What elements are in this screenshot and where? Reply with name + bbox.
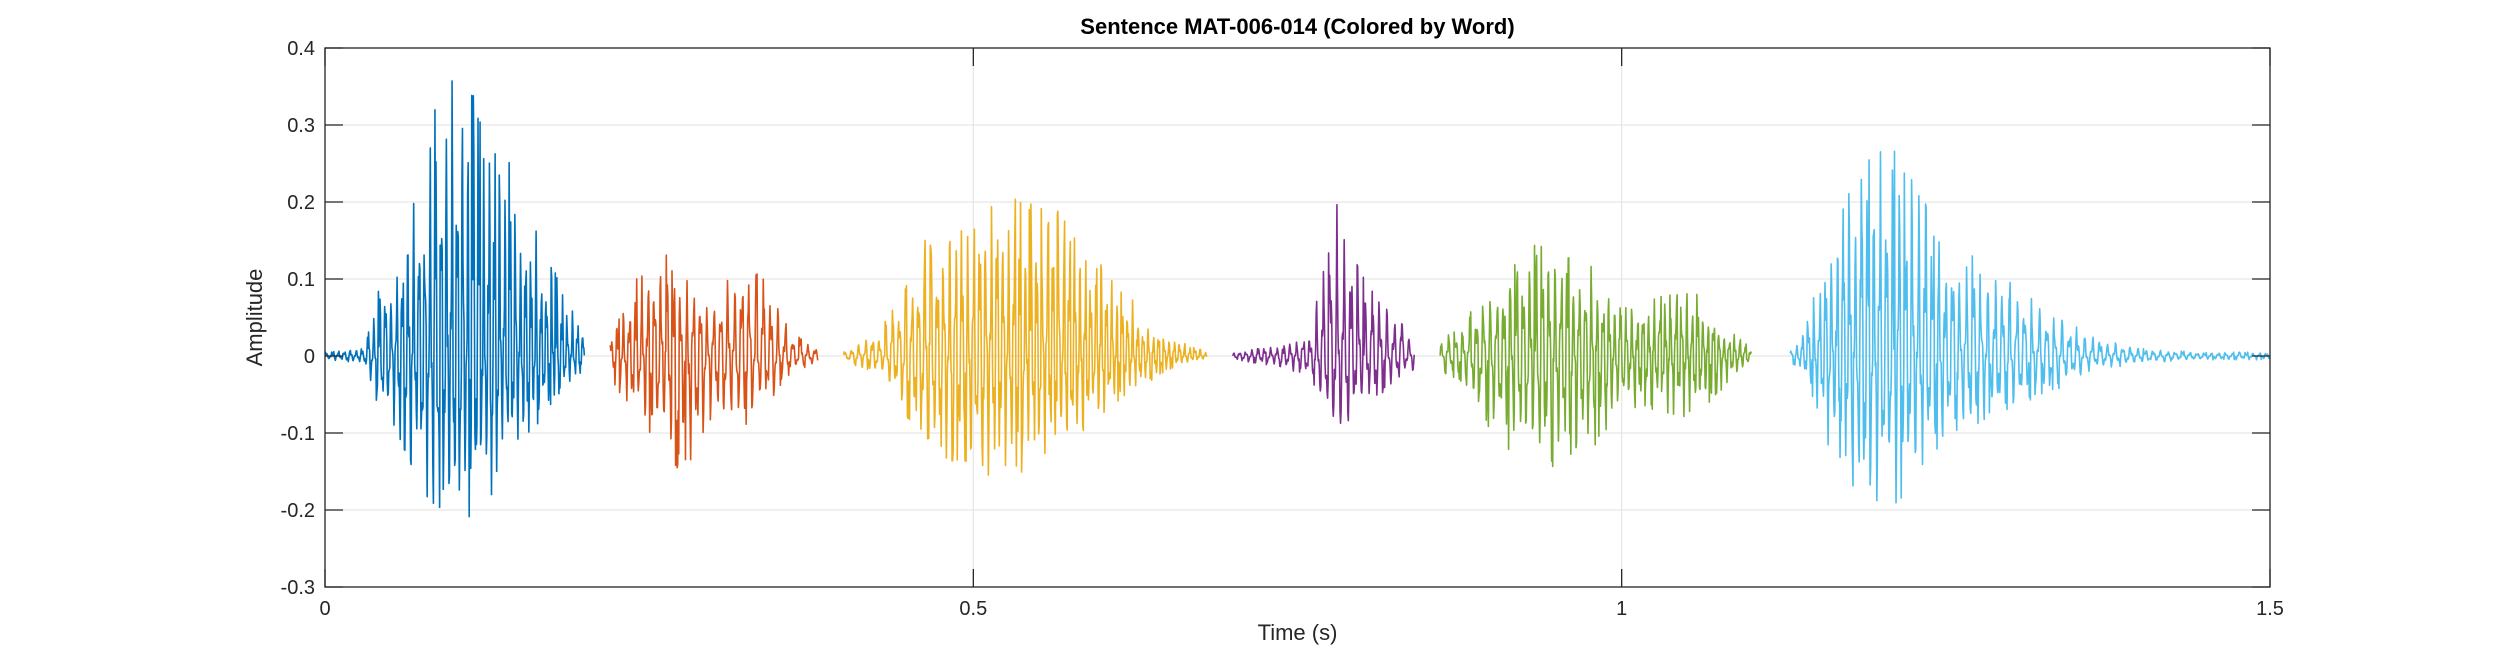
y-tick-label: 0.3 [287,115,315,137]
y-tick-label: -0.2 [281,500,315,522]
axes-box [324,47,2271,588]
waveform-word-2 [609,254,819,469]
y-tick-label: 0.2 [287,192,315,214]
waveform-series [324,80,2271,518]
axes [324,47,2271,588]
plot-area [325,48,2270,587]
waveform-word-1 [324,80,586,518]
y-tick-label: 0.1 [287,269,315,291]
tick-labels: 0 0.5 1 1.5 -0.3 -0.2 -0.1 0 0.1 0.2 0.3 0.4 [281,38,2284,620]
x-tick-label: 0 [319,598,330,620]
x-tick-label: 1.5 [2256,598,2284,620]
waveform-word-6 [1789,150,2271,504]
x-axis-label: Time (s) [1258,620,1338,645]
x-tick-label: 0.5 [959,598,987,620]
y-tick-label: 0 [304,346,315,368]
waveform-word-5 [1439,244,1753,468]
chart-title: Sentence MAT-006-014 (Colored by Word) [1080,14,1514,39]
y-tick-label: -0.1 [281,423,315,445]
waveform-word-3 [842,198,1208,476]
y-tick-label: -0.3 [281,577,315,599]
y-tick-label: 0.4 [287,38,315,60]
y-axis-label: Amplitude [242,269,267,367]
waveform-word-4 [1231,203,1415,425]
x-tick-label: 1 [1616,598,1627,620]
